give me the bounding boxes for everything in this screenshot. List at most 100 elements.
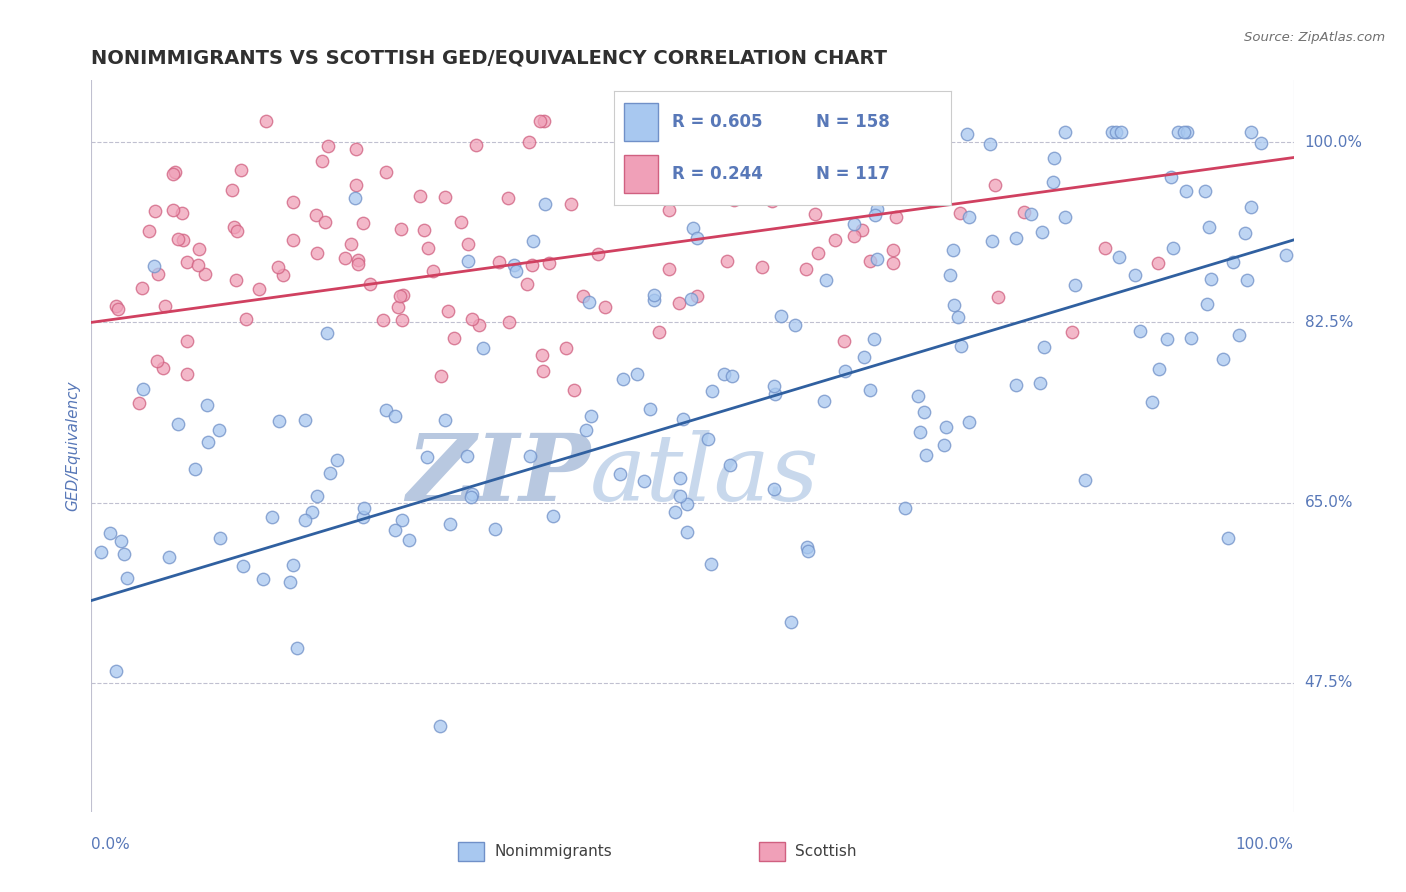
Point [531,364,554,378]
Point [316,139,339,153]
Point [869,162,891,177]
Point [588,247,610,261]
Point [498,315,520,329]
Point [254,114,277,128]
Point [229,163,252,178]
Point [907,389,929,403]
Text: 100.0%: 100.0% [1305,135,1362,150]
Point [340,236,363,251]
Point [104,299,127,313]
Point [465,138,488,153]
Point [1250,136,1272,150]
Point [1129,325,1152,339]
Point [1031,225,1053,239]
Point [1060,325,1083,339]
Point [762,379,785,393]
Point [664,505,686,519]
Point [430,369,453,384]
Y-axis label: GED/Equivalency: GED/Equivalency [65,381,80,511]
Point [700,384,723,398]
Point [935,420,957,434]
Point [900,187,922,202]
Point [176,334,198,348]
Point [252,572,274,586]
Point [522,235,544,249]
Point [554,341,576,355]
Point [285,640,308,655]
Point [534,197,557,211]
Point [1160,169,1182,184]
Point [456,449,478,463]
Point [832,334,855,348]
Point [1236,273,1258,287]
Point [609,467,631,481]
Point [498,191,520,205]
Point [346,253,368,268]
Point [166,232,188,246]
Point [153,299,176,313]
Text: 100.0%: 100.0% [1236,837,1294,852]
Point [352,509,374,524]
Bar [458,842,485,861]
Point [797,544,820,558]
Point [820,167,842,181]
Point [434,190,457,204]
Point [946,310,969,325]
Point [267,414,290,428]
Point [633,474,655,488]
Point [107,302,129,317]
Point [686,231,709,245]
Point [648,325,671,339]
Text: NONIMMIGRANTS VS SCOTTISH GED/EQUIVALENCY CORRELATION CHART: NONIMMIGRANTS VS SCOTTISH GED/EQUIVALENC… [91,48,887,68]
Point [416,450,439,464]
Point [1029,376,1052,391]
Point [460,491,482,505]
Point [516,277,538,292]
Point [763,386,786,401]
Point [389,222,412,236]
Point [1042,151,1064,165]
Point [578,295,600,310]
Point [1198,219,1220,234]
Point [1101,125,1123,139]
Point [682,220,704,235]
Point [862,332,884,346]
Point [1240,125,1263,139]
Point [281,558,304,573]
Point [1123,268,1146,282]
Point [1146,255,1168,269]
Text: 47.5%: 47.5% [1305,675,1353,690]
Point [1054,125,1077,139]
Point [519,449,541,463]
Point [1194,184,1216,198]
Point [247,281,270,295]
Point [865,202,887,216]
Point [165,165,187,179]
Point [803,184,825,198]
Point [1212,352,1234,367]
Point [391,513,413,527]
Point [697,432,720,446]
Point [668,295,690,310]
Point [194,268,217,282]
Point [979,136,1001,151]
Point [315,326,337,341]
Point [560,197,582,211]
Point [359,277,381,292]
Point [1240,200,1263,214]
Point [783,318,806,332]
Point [894,501,917,516]
Point [461,312,484,326]
Point [343,191,366,205]
Point [1014,205,1036,219]
Point [326,453,349,467]
Point [987,290,1010,304]
Point [824,233,846,247]
Point [142,260,165,274]
Point [957,415,980,429]
Point [541,508,564,523]
Point [658,202,681,217]
Point [1175,125,1198,139]
Point [195,398,218,412]
Point [676,525,699,540]
